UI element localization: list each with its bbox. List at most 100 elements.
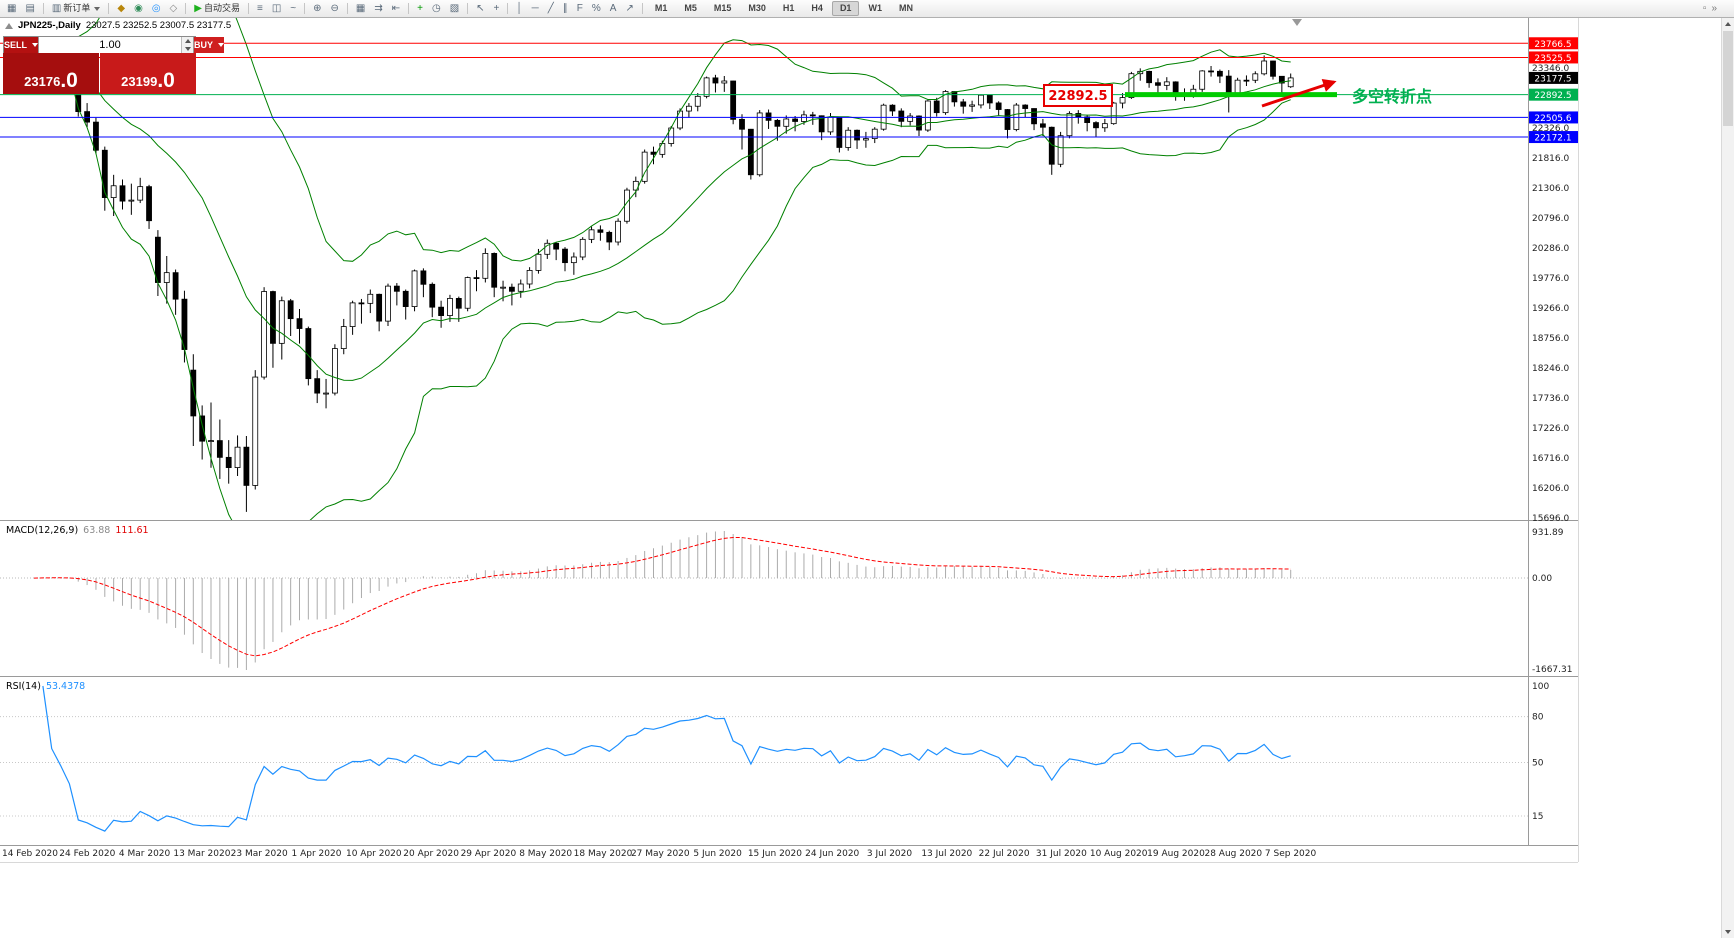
auto-scroll-button[interactable]: ⇉	[370, 2, 386, 16]
time-tick-label: 10 Aug 2020	[1090, 849, 1148, 859]
price-tick-label: 15696.0	[1532, 514, 1569, 524]
price-tick-label: 21816.0	[1532, 154, 1569, 164]
price-line-label	[1529, 88, 1578, 101]
tf-d1-button[interactable]: D1	[831, 1, 860, 16]
new-chart-button[interactable]: ▦	[3, 2, 20, 16]
tf-w1-button[interactable]: W1	[860, 1, 890, 16]
time-tick-label: 15 Jun 2020	[748, 849, 802, 859]
new-order-button[interactable]: ▥ 新订单	[48, 1, 104, 16]
line-chart-button[interactable]: ~	[286, 2, 300, 16]
profiles-button[interactable]: ▤	[21, 2, 38, 16]
tile-windows-button[interactable]: ▦	[352, 2, 369, 16]
chinese-note-text[interactable]: 多空转折点	[1352, 87, 1432, 106]
buy-button[interactable]: BUY	[194, 37, 225, 53]
time-tick-label: 13 Mar 2020	[173, 849, 230, 859]
buy-price-button[interactable]: 23199.0	[100, 53, 196, 94]
new-order-icon: ▥	[51, 2, 62, 14]
tf-m1-label: M1	[654, 3, 668, 13]
tf-m5-button[interactable]: M5	[676, 1, 705, 16]
sell-price-button[interactable]: 23176.0	[3, 53, 99, 94]
channel-icon: ∥	[562, 2, 568, 14]
text-label-icon: A	[609, 2, 617, 14]
toolbar-separator	[507, 3, 509, 14]
text-label-button[interactable]: A	[606, 2, 621, 16]
price-tick-label: 23346.0	[1532, 64, 1569, 74]
one-click-toggle-icon[interactable]	[5, 22, 13, 29]
price-tick-label: 18756.0	[1532, 334, 1569, 344]
channel-button[interactable]: ∥	[559, 2, 572, 16]
volume-up-button[interactable]	[182, 37, 194, 45]
zoom-out-icon: ⊖	[330, 2, 339, 14]
one-click-trading-panel: SELL BUY 23176.0 23199.0	[3, 36, 225, 94]
fibonacci-button[interactable]: F	[573, 2, 587, 16]
time-tick-label: 1 Apr 2020	[292, 849, 342, 859]
toolbar-overflow-icon[interactable]: »	[1711, 3, 1717, 14]
autotrading-button[interactable]: ▶ 自动交易	[190, 1, 244, 16]
horizontal-lines[interactable]	[0, 42, 1528, 138]
level-label-text[interactable]: 22892.5	[1048, 89, 1107, 104]
templates-button[interactable]: ▧	[446, 2, 463, 16]
rsi-level-label: 50	[1532, 759, 1544, 769]
price-line-label-text: 22505.6	[1534, 114, 1571, 124]
zoom-out-button[interactable]: ⊖	[327, 2, 343, 16]
tf-m1-button[interactable]: M1	[647, 1, 676, 16]
time-axis[interactable]: 14 Feb 2020 24 Feb 2020 4 Mar 2020 13 Mar 2…	[2, 849, 1317, 859]
toolbar-right-icons: ▫»	[1703, 3, 1731, 14]
candlestick-chart-icon: ◫	[271, 2, 282, 14]
autotrading-label: 自动交易	[203, 3, 240, 13]
time-tick-label: 7 Sep 2020	[1265, 849, 1317, 859]
pane-borders	[0, 17, 1579, 863]
auto-scroll-icon: ⇉	[374, 2, 383, 14]
vertical-line-button[interactable]: │	[512, 2, 526, 16]
volume-down-button[interactable]	[182, 45, 194, 53]
chart-shift-marker[interactable]	[1292, 19, 1302, 26]
market-button[interactable]: ◉	[130, 2, 147, 16]
time-tick-label: 23 Mar 2020	[231, 849, 288, 859]
candlestick-chart-button[interactable]: ◫	[268, 2, 285, 16]
time-tick-label: 5 Jun 2020	[693, 849, 742, 859]
crosshair-button[interactable]: +	[490, 2, 504, 16]
tf-m30-label: M30	[748, 3, 766, 13]
horizontal-line-button[interactable]: ─	[528, 2, 543, 16]
sell-button[interactable]: SELL	[4, 37, 39, 53]
toolbar-separator	[408, 3, 410, 14]
level-label-frame[interactable]	[1043, 84, 1113, 107]
sell-caret-icon	[32, 43, 39, 47]
chart-shift-button[interactable]: ⇤	[388, 2, 404, 16]
tf-h4-button[interactable]: H4	[803, 1, 831, 16]
bars-chart-icon: ≡	[256, 2, 263, 14]
price-tick-label: 16716.0	[1532, 454, 1569, 464]
shapes-button[interactable]: %	[588, 2, 605, 16]
price-tick-label: 19776.0	[1532, 274, 1569, 284]
window-restore-icon[interactable]: ▫	[1702, 3, 1707, 14]
scroll-down-button[interactable]	[1722, 925, 1734, 938]
rsi-pane: 80 50 15 100 RSI(14) 53.4378	[0, 681, 1549, 832]
vertical-scrollbar[interactable]	[1721, 17, 1734, 938]
periods-button[interactable]: ◷	[428, 2, 445, 16]
tf-m30-button[interactable]: M30	[740, 1, 774, 16]
spinner-up-icon	[184, 39, 191, 43]
macd-label: MACD(12,26,9) 63.88 111.61	[6, 525, 149, 536]
trendline-button[interactable]: ╱	[544, 2, 558, 16]
signals-button[interactable]: ◎	[148, 2, 165, 16]
scrollbar-thumb[interactable]	[1723, 31, 1733, 126]
trend-annotations[interactable]: 22892.5 多空转折点	[1043, 19, 1432, 108]
price-axis[interactable]: 23346.0 22326.0 21816.0 21306.0 20796.0 20286…	[1529, 37, 1578, 524]
tf-h1-label: H1	[782, 3, 795, 13]
tf-m15-button[interactable]: M15	[706, 1, 740, 16]
metaeditor-button[interactable]: ◆	[113, 2, 129, 16]
arrow-objects-button[interactable]: ↗	[621, 2, 637, 16]
options-button[interactable]: ◇	[166, 2, 182, 16]
zoom-in-button[interactable]: ⊕	[309, 2, 325, 16]
cursor-button[interactable]: ↖	[472, 2, 488, 16]
bars-chart-button[interactable]: ≡	[253, 2, 267, 16]
indicators-button[interactable]: +	[413, 2, 427, 16]
volume-input[interactable]	[39, 37, 182, 53]
signals-icon: ◎	[151, 2, 161, 14]
scroll-up-button[interactable]	[1722, 17, 1734, 30]
tf-mn-button[interactable]: MN	[891, 1, 921, 16]
templates-icon: ▧	[449, 2, 460, 14]
tf-h1-button[interactable]: H1	[775, 1, 803, 16]
market-icon: ◉	[134, 2, 143, 14]
